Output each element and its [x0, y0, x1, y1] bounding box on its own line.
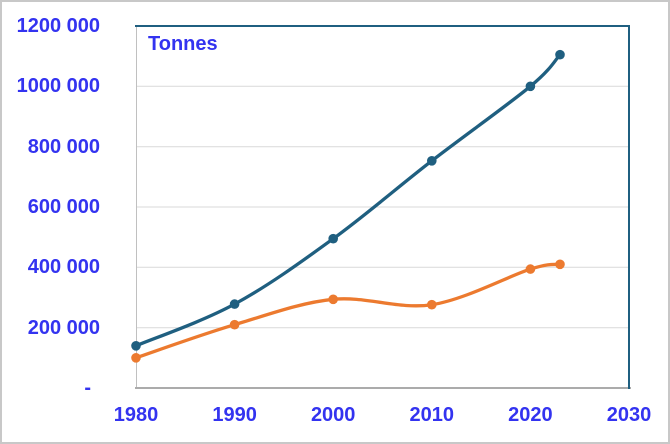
y-tick-label: 1000 000: [16, 75, 100, 98]
x-tick-label: 1990: [212, 404, 257, 426]
y-tick-label: 400 000: [27, 256, 100, 279]
series-1-data-point: [427, 156, 437, 166]
series-1-data-point: [328, 233, 339, 244]
series-2-data-point: [328, 294, 339, 305]
series-2-line: [134, 262, 562, 360]
y-tick-label: 200 000: [27, 316, 100, 339]
x-tick-label: 2030: [606, 404, 652, 426]
x-tick-label: 2000: [310, 404, 356, 426]
series-2-data-point: [525, 264, 536, 274]
series-1-data-point: [131, 341, 141, 351]
series-2-data-point: [229, 319, 240, 330]
y-tick-label: -: [84, 377, 91, 399]
x-tick-label: 2010: [409, 404, 455, 426]
y-tick-label: 800 000: [27, 135, 100, 158]
series-1-data-point: [555, 49, 565, 60]
series-1-data-point: [525, 81, 536, 92]
y-tick-label: 600 000: [27, 196, 100, 218]
chart-title: Tonnes: [148, 33, 218, 55]
series-2-data-point: [555, 259, 565, 270]
series-1-line: [134, 53, 562, 348]
series-2-data-point: [131, 353, 141, 363]
y-tick-label: 1200 000: [16, 15, 100, 37]
series-2-data-point: [427, 299, 437, 310]
x-tick-label: 1980: [113, 404, 159, 426]
x-tick-label: 2020: [508, 404, 553, 426]
series-1-data-point: [229, 299, 240, 309]
